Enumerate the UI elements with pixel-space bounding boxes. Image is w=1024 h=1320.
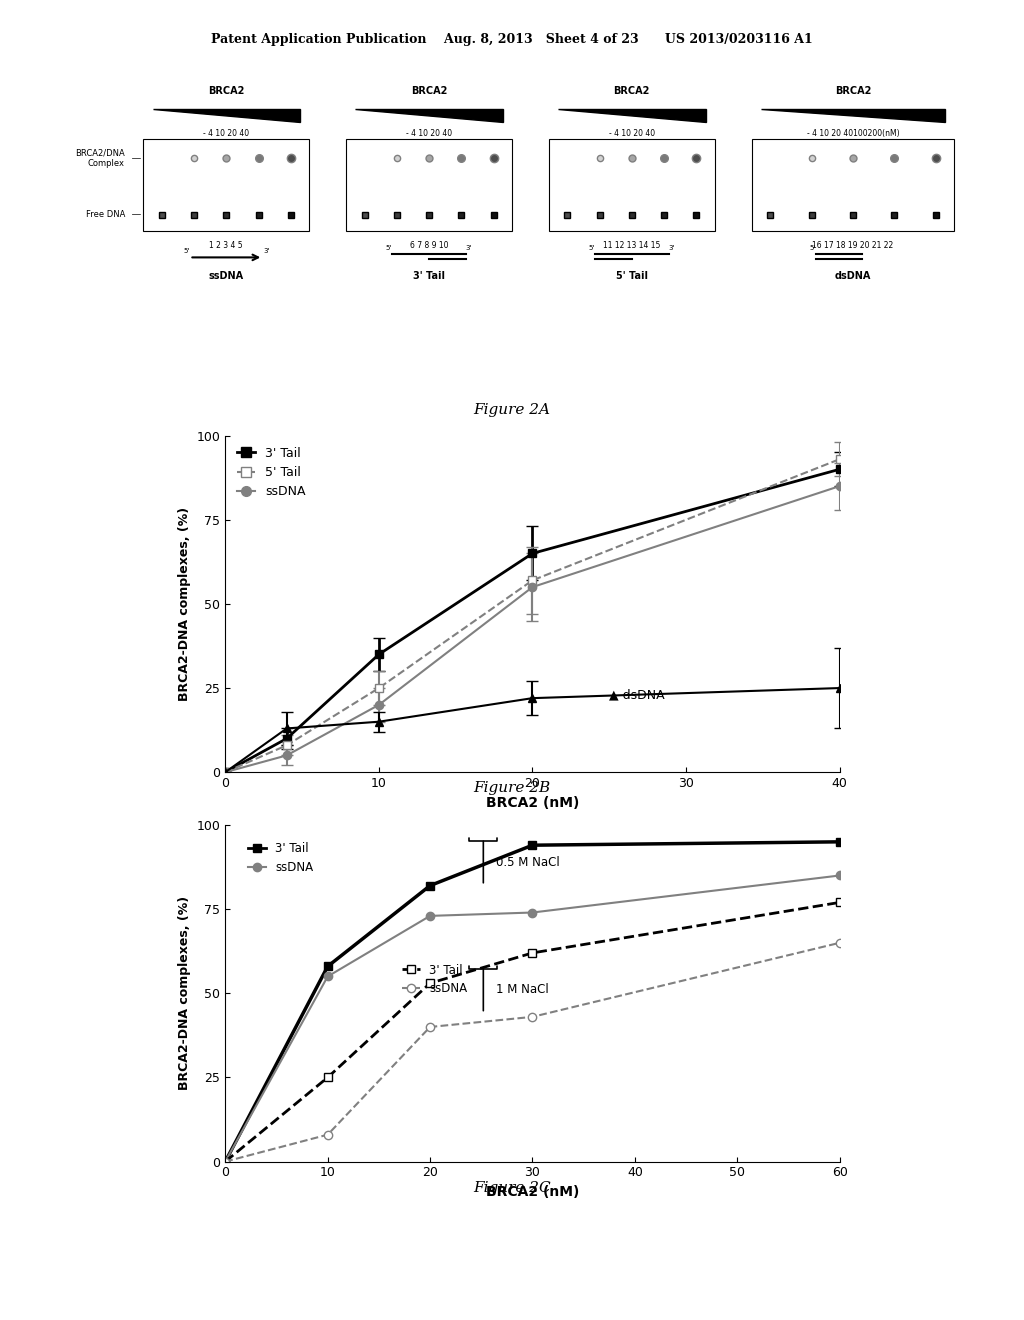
Text: BRCA2: BRCA2 xyxy=(208,86,245,96)
Text: 5': 5' xyxy=(183,248,189,255)
X-axis label: BRCA2 (nM): BRCA2 (nM) xyxy=(485,796,580,809)
Text: 5': 5' xyxy=(386,244,392,251)
Text: 3': 3' xyxy=(669,244,675,251)
Text: BRCA2: BRCA2 xyxy=(613,86,650,96)
Bar xyxy=(346,139,512,231)
Text: Patent Application Publication    Aug. 8, 2013   Sheet 4 of 23      US 2013/0203: Patent Application Publication Aug. 8, 2… xyxy=(211,33,813,46)
Text: BRCA2/DNA
Complex: BRCA2/DNA Complex xyxy=(75,149,125,168)
Text: 16 17 18 19 20 21 22: 16 17 18 19 20 21 22 xyxy=(812,242,894,249)
Y-axis label: BRCA2-DNA complexes, (%): BRCA2-DNA complexes, (%) xyxy=(178,896,191,1090)
Text: 0.5 M NaCl: 0.5 M NaCl xyxy=(496,855,559,869)
Text: dsDNA: dsDNA xyxy=(835,271,871,281)
Text: Free DNA: Free DNA xyxy=(86,210,125,219)
Bar xyxy=(549,139,715,231)
Text: - 4 10 20 40: - 4 10 20 40 xyxy=(203,129,250,137)
Text: 11 12 13 14 15: 11 12 13 14 15 xyxy=(603,242,660,249)
Text: 5': 5' xyxy=(810,244,816,251)
Polygon shape xyxy=(761,110,945,121)
Text: - 4 10 20 40100200(nM): - 4 10 20 40100200(nM) xyxy=(807,129,899,137)
Text: - 4 10 20 40: - 4 10 20 40 xyxy=(406,129,453,137)
X-axis label: BRCA2 (nM): BRCA2 (nM) xyxy=(485,1185,580,1199)
Text: 6 7 8 9 10: 6 7 8 9 10 xyxy=(410,242,449,249)
Text: ssDNA: ssDNA xyxy=(209,271,244,281)
Text: Figure 2C: Figure 2C xyxy=(473,1181,551,1196)
Text: BRCA2: BRCA2 xyxy=(835,86,871,96)
Legend: 3' Tail, ssDNA: 3' Tail, ssDNA xyxy=(397,958,472,1001)
Text: 1 M NaCl: 1 M NaCl xyxy=(496,983,549,997)
Text: 5': 5' xyxy=(589,244,595,251)
Text: 3' Tail: 3' Tail xyxy=(413,271,445,281)
Text: - 4 10 20 40: - 4 10 20 40 xyxy=(608,129,655,137)
Polygon shape xyxy=(153,110,300,121)
Polygon shape xyxy=(355,110,503,121)
Y-axis label: BRCA2-DNA complexes, (%): BRCA2-DNA complexes, (%) xyxy=(178,507,191,701)
Bar xyxy=(752,139,954,231)
Bar xyxy=(143,139,309,231)
Legend: 3' Tail, 5' Tail, ssDNA: 3' Tail, 5' Tail, ssDNA xyxy=(231,442,310,503)
Text: 3': 3' xyxy=(263,248,269,255)
Text: Figure 2A: Figure 2A xyxy=(473,403,551,417)
Text: 1 2 3 4 5: 1 2 3 4 5 xyxy=(210,242,243,249)
Text: BRCA2: BRCA2 xyxy=(411,86,447,96)
Text: Figure 2B: Figure 2B xyxy=(473,781,551,796)
Text: ▲ dsDNA: ▲ dsDNA xyxy=(609,688,665,701)
Text: 3': 3' xyxy=(466,244,472,251)
Text: 5' Tail: 5' Tail xyxy=(615,271,648,281)
Polygon shape xyxy=(558,110,706,121)
